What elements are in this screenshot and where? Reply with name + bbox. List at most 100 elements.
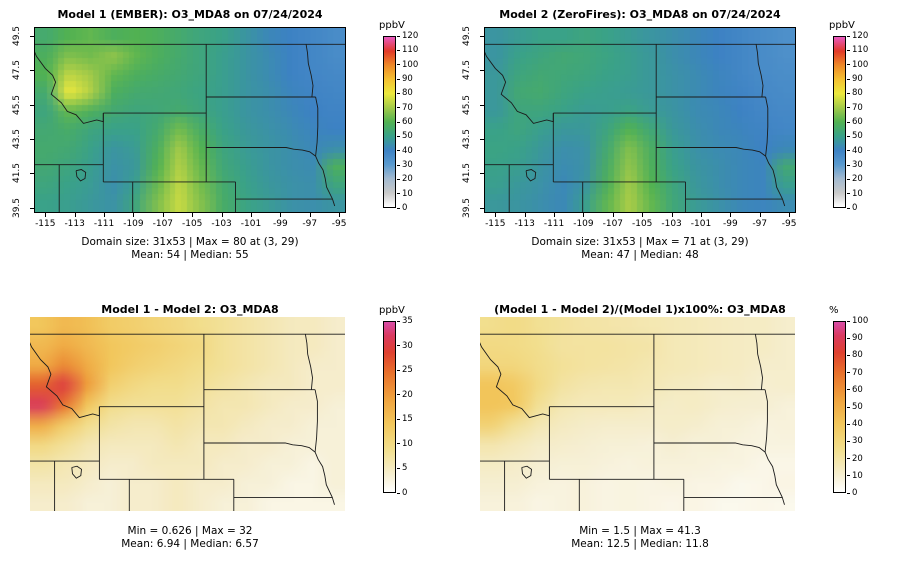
x-axis-tick-label: -113 <box>514 219 535 229</box>
colorbar-tick-label: 30 <box>852 436 863 447</box>
x-axis-tick-label: -109 <box>573 219 594 229</box>
colorbar-tick-label: 0 <box>402 488 408 498</box>
stats-line-1: Min = 0.626 | Max = 32 <box>127 525 253 537</box>
x-axis-tick-mark <box>583 213 585 217</box>
x-axis-tick-mark <box>642 213 644 217</box>
colorbar-tick-label: 110 <box>852 45 869 56</box>
x-axis-tick-mark <box>612 213 614 217</box>
colorbar-tick-mark <box>847 135 850 137</box>
state-border-line <box>521 465 532 479</box>
colorbar-tick-mark <box>847 193 850 195</box>
x-axis-tick-label: -103 <box>661 219 682 229</box>
colorbar-tick-mark <box>847 458 850 460</box>
y-axis-tick-mark <box>30 138 34 140</box>
state-border-line <box>765 96 769 157</box>
map-plot-area <box>480 317 795 511</box>
x-axis-tick-mark <box>339 213 341 217</box>
y-axis-tick-mark <box>30 173 34 175</box>
y-axis-tick-label: 39.5 <box>12 197 22 218</box>
x-axis-tick-label: -99 <box>272 219 288 229</box>
state-border-line <box>206 147 316 157</box>
y-axis-tick-mark <box>30 70 34 72</box>
state-border-line <box>75 169 87 182</box>
y-axis-tick-label: 39.5 <box>462 197 472 218</box>
colorbar-tick-label: 110 <box>402 45 419 56</box>
colorbar-tick-mark <box>397 78 400 80</box>
y-axis-tick-label: 47.5 <box>462 60 472 81</box>
x-axis-tick-mark <box>280 213 282 217</box>
x-axis-tick-label: -107 <box>602 219 624 229</box>
colorbar-tick-mark <box>847 440 850 442</box>
colorbar-tick-mark <box>397 193 400 195</box>
colorbar-tick-label: 30 <box>402 160 413 170</box>
colorbar-tick-mark <box>847 64 850 66</box>
colorbar-unit-label: ppbV <box>829 20 855 31</box>
state-border-line <box>314 451 335 505</box>
state-border-line <box>764 389 768 453</box>
x-axis-tick-label: -97 <box>302 219 318 229</box>
colorbar-tick-mark <box>397 418 400 420</box>
colorbar-tick-mark <box>397 443 400 445</box>
x-axis-tick-label: -105 <box>631 219 653 229</box>
colorbar-tick-mark <box>397 35 400 37</box>
y-axis-tick-label: 41.5 <box>12 163 22 184</box>
colorbar-tick-mark <box>397 178 400 180</box>
x-axis-tick-label: -111 <box>93 219 115 229</box>
colorbar-unit-label: % <box>829 305 839 316</box>
colorbar-tick-mark <box>397 64 400 66</box>
x-axis-tick-mark <box>250 213 252 217</box>
colorbar-tick-mark <box>397 150 400 152</box>
colorbar-tick-mark <box>397 345 400 347</box>
x-axis-tick-mark <box>495 213 497 217</box>
colorbar-tick-label: 0 <box>852 488 858 498</box>
stats-line-2: Mean: 12.5 | Median: 11.8 <box>571 537 709 550</box>
colorbar-unit-label: ppbV <box>379 20 405 31</box>
state-border-line <box>485 51 554 124</box>
panel-title: Model 2 (ZeroFires): O3_MDA8 on 07/24/20… <box>499 8 781 21</box>
state-border-line <box>315 155 336 207</box>
colorbar-tick-mark <box>847 164 850 166</box>
y-axis-tick-mark <box>480 207 484 209</box>
panel-stats: Domain size: 31x53 | Max = 71 at (3, 29)… <box>450 236 830 261</box>
x-axis-tick-mark <box>524 213 526 217</box>
colorbar-tick-mark <box>847 406 850 408</box>
state-border-line <box>203 442 316 453</box>
colorbar-tick-label: 90 <box>852 333 863 344</box>
x-axis-tick-label: -111 <box>543 219 565 229</box>
state-borders-overlay <box>35 43 345 212</box>
colorbar-tick-label: 60 <box>852 117 863 127</box>
colorbar-tick-label: 0 <box>402 203 408 213</box>
panel-title: Model 1 - Model 2: O3_MDA8 <box>101 303 279 316</box>
x-axis-tick-label: -115 <box>35 219 56 229</box>
x-axis-tick-label: -97 <box>752 219 768 229</box>
colorbar-tick-mark <box>847 475 850 477</box>
colorbar-tick-mark <box>847 121 850 123</box>
x-axis-tick-label: -109 <box>123 219 144 229</box>
colorbar-tick-label: 5 <box>402 463 408 474</box>
colorbar-tick-mark <box>847 150 850 152</box>
y-axis-tick-mark <box>480 138 484 140</box>
colorbar-tick-label: 10 <box>402 188 413 199</box>
colorbar-tick-mark <box>397 467 400 469</box>
colorbar-tick-label: 60 <box>852 384 863 395</box>
colorbar-tick-label: 50 <box>852 402 863 412</box>
stats-line-2: Mean: 47 | Median: 48 <box>581 248 699 261</box>
x-axis-tick-label: -105 <box>181 219 203 229</box>
stats-line-1: Domain size: 31x53 | Max = 80 at (3, 29) <box>81 236 299 248</box>
colorbar-tick-mark <box>847 35 850 37</box>
colorbar-tick-label: 10 <box>852 188 863 199</box>
difference-heatmap <box>30 317 345 511</box>
colorbar-tick-label: 70 <box>852 367 863 378</box>
state-border-line <box>30 342 100 419</box>
colorbar-tick-label: 120 <box>852 31 869 41</box>
colorbar-tick-mark <box>397 207 400 209</box>
panel-stats: Min = 0.626 | Max = 32 Mean: 6.94 | Medi… <box>0 525 380 550</box>
colorbar-tick-label: 20 <box>402 389 413 400</box>
colorbar-tick-mark <box>847 423 850 425</box>
x-axis-tick-mark <box>221 213 223 217</box>
x-axis-tick-label: -101 <box>690 219 712 229</box>
colorbar-tick-label: 80 <box>402 88 413 99</box>
panel-title: Model 1 (EMBER): O3_MDA8 on 07/24/2024 <box>57 8 323 21</box>
colorbar-tick-label: 80 <box>852 350 863 361</box>
